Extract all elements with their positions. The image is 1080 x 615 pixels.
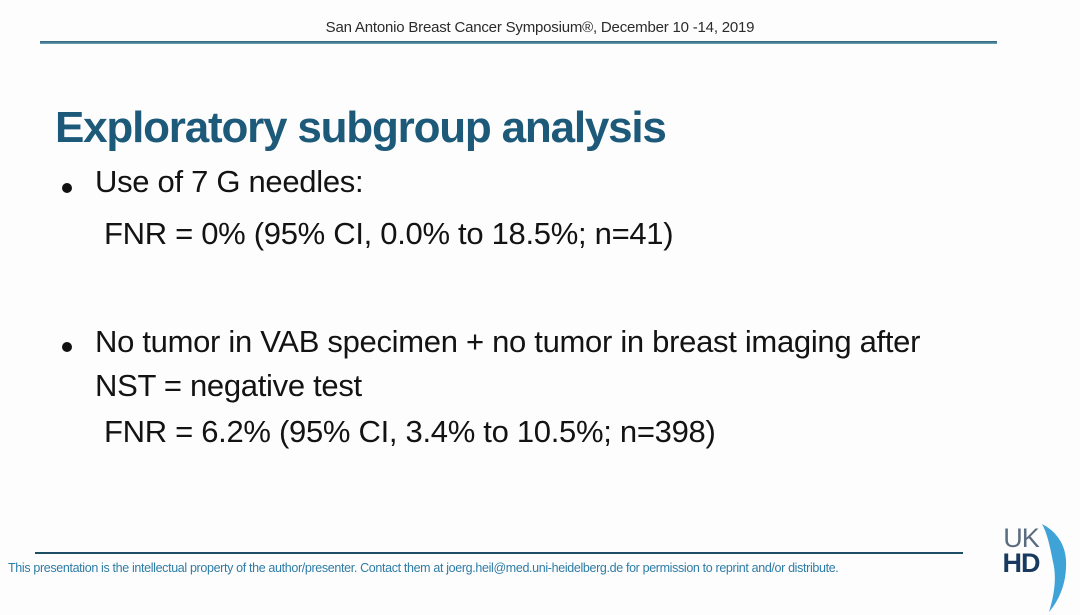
bullet-2-line1: No tumor in VAB specimen + no tumor in b… <box>95 324 921 359</box>
bullet-1-text: Use of 7 G needles: <box>95 164 364 199</box>
ukhd-logo-letters: UK HD <box>1000 523 1042 578</box>
bullet-2-text: No tumor in VAB specimen + no tumor in b… <box>95 320 1040 408</box>
bullet-1-result: FNR = 0% (95% CI, 0.0% to 18.5%; n=41) <box>104 216 674 251</box>
logo-uk-text: UK <box>1003 523 1040 553</box>
header-divider-line <box>40 41 997 44</box>
bullet-icon <box>62 183 72 193</box>
conference-header: San Antonio Breast Cancer Symposium®, De… <box>325 19 755 36</box>
logo-hd-text: HD <box>1002 548 1041 578</box>
bullet-2-result: FNR = 6.2% (95% CI, 3.4% to 10.5%; n=398… <box>104 414 716 449</box>
logo-swoosh-icon <box>1042 524 1067 612</box>
footer-disclaimer: This presentation is the intellectual pr… <box>8 561 839 575</box>
ukhd-logo: UK HD <box>1000 524 1072 612</box>
bullet-icon <box>62 342 72 352</box>
footer-divider-line <box>35 552 963 554</box>
slide-title: Exploratory subgroup analysis <box>55 103 667 153</box>
bullet-2-line2: NST = negative test <box>95 368 362 403</box>
